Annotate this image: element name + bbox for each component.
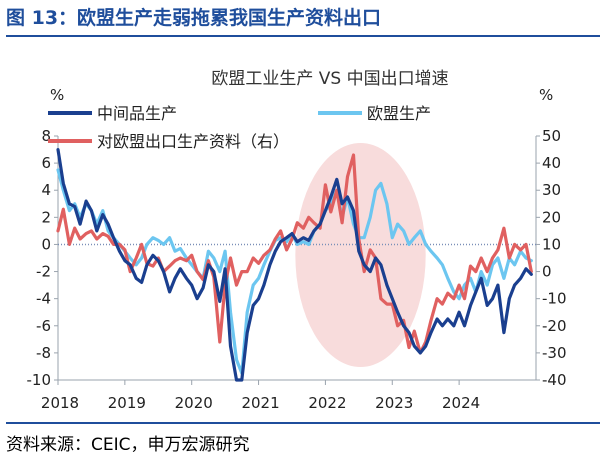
left-tick-label: -4	[36, 290, 51, 308]
x-tick-label: 2021	[241, 394, 279, 412]
bottom-rule	[6, 422, 600, 424]
right-tick-label: -40	[542, 371, 567, 389]
x-tick-label: 2023	[375, 394, 413, 412]
left-tick-label: 6	[41, 154, 51, 172]
series-lines	[56, 148, 533, 382]
series-line	[56, 153, 533, 355]
right-tick-label: 50	[542, 127, 561, 145]
right-tick-label: -20	[542, 317, 567, 335]
top-rule	[6, 35, 600, 37]
left-tick-label: -8	[36, 344, 51, 362]
right-tick-label: 0	[542, 263, 552, 281]
left-tick-label: 8	[41, 127, 51, 145]
legend-label: 对欧盟出口生产资料（右）	[97, 132, 289, 151]
left-tick-label: -10	[27, 371, 52, 389]
chart: 86420-2-4-6-8-1050403020100-10-20-30-402…	[27, 69, 567, 412]
chart-title: 欧盟工业生产 VS 中国出口增速	[211, 69, 448, 89]
x-tick-label: 2024	[442, 394, 480, 412]
left-tick-label: 0	[41, 235, 51, 253]
right-tick-label: -10	[542, 290, 567, 308]
left-axis-unit: %	[50, 86, 64, 104]
left-tick-label: 2	[41, 208, 51, 226]
right-axis-unit: %	[539, 86, 553, 104]
right-tick-label: -30	[542, 344, 567, 362]
legend-label: 欧盟生产	[367, 104, 431, 123]
axes: 86420-2-4-6-8-1050403020100-10-20-30-402…	[27, 127, 567, 412]
right-tick-label: 10	[542, 235, 561, 253]
right-tick-label: 40	[542, 154, 561, 172]
series-line	[56, 148, 533, 382]
source-note: 资料来源：CEIC，申万宏源研究	[6, 435, 250, 455]
x-tick-label: 2019	[108, 394, 146, 412]
right-tick-label: 20	[542, 208, 561, 226]
figure-title: 图 13：欧盟生产走弱拖累我国生产资料出口	[6, 7, 382, 29]
left-tick-label: 4	[41, 181, 51, 199]
left-tick-label: -2	[36, 263, 51, 281]
legend-label: 中间品生产	[97, 104, 177, 123]
x-tick-label: 2020	[175, 394, 213, 412]
left-tick-label: -6	[36, 317, 51, 335]
right-tick-label: 30	[542, 181, 561, 199]
x-tick-label: 2018	[41, 394, 79, 412]
x-tick-label: 2022	[308, 394, 346, 412]
